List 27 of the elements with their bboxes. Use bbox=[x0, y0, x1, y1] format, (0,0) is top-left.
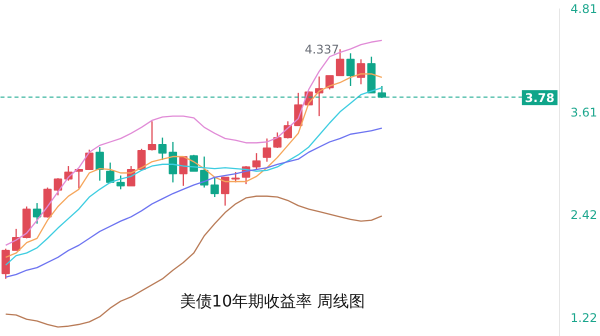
candlestick bbox=[210, 176, 219, 198]
ref-line-label: 3.78 bbox=[524, 91, 554, 106]
y-tick-label: 3.61 bbox=[570, 105, 598, 120]
candlestick bbox=[179, 156, 188, 186]
candlestick bbox=[85, 149, 94, 170]
candlestick bbox=[116, 174, 125, 190]
text: 美债10年期收益率 周线图 bbox=[180, 292, 366, 310]
line-series bbox=[5, 196, 383, 328]
candlestick bbox=[262, 138, 272, 162]
annotation: 4.337 bbox=[304, 42, 340, 57]
candlestick bbox=[346, 52, 355, 87]
y-tick-label: 1.22 bbox=[570, 311, 598, 326]
candlestick bbox=[220, 176, 230, 206]
candlestick bbox=[231, 171, 240, 184]
candlestick bbox=[148, 120, 156, 152]
y-tick-label: 4.81 bbox=[570, 2, 598, 16]
candlestick bbox=[158, 136, 167, 161]
candlestick bbox=[273, 132, 282, 149]
candlestick bbox=[32, 202, 42, 224]
candlestick bbox=[356, 58, 366, 85]
candlestick bbox=[168, 141, 178, 184]
candlestick bbox=[2, 248, 10, 280]
candlestick bbox=[106, 162, 114, 184]
line-series bbox=[5, 128, 383, 278]
candlestick bbox=[96, 146, 104, 182]
y-tick-label: 2.42 bbox=[570, 208, 598, 222]
candlestick bbox=[252, 152, 261, 170]
